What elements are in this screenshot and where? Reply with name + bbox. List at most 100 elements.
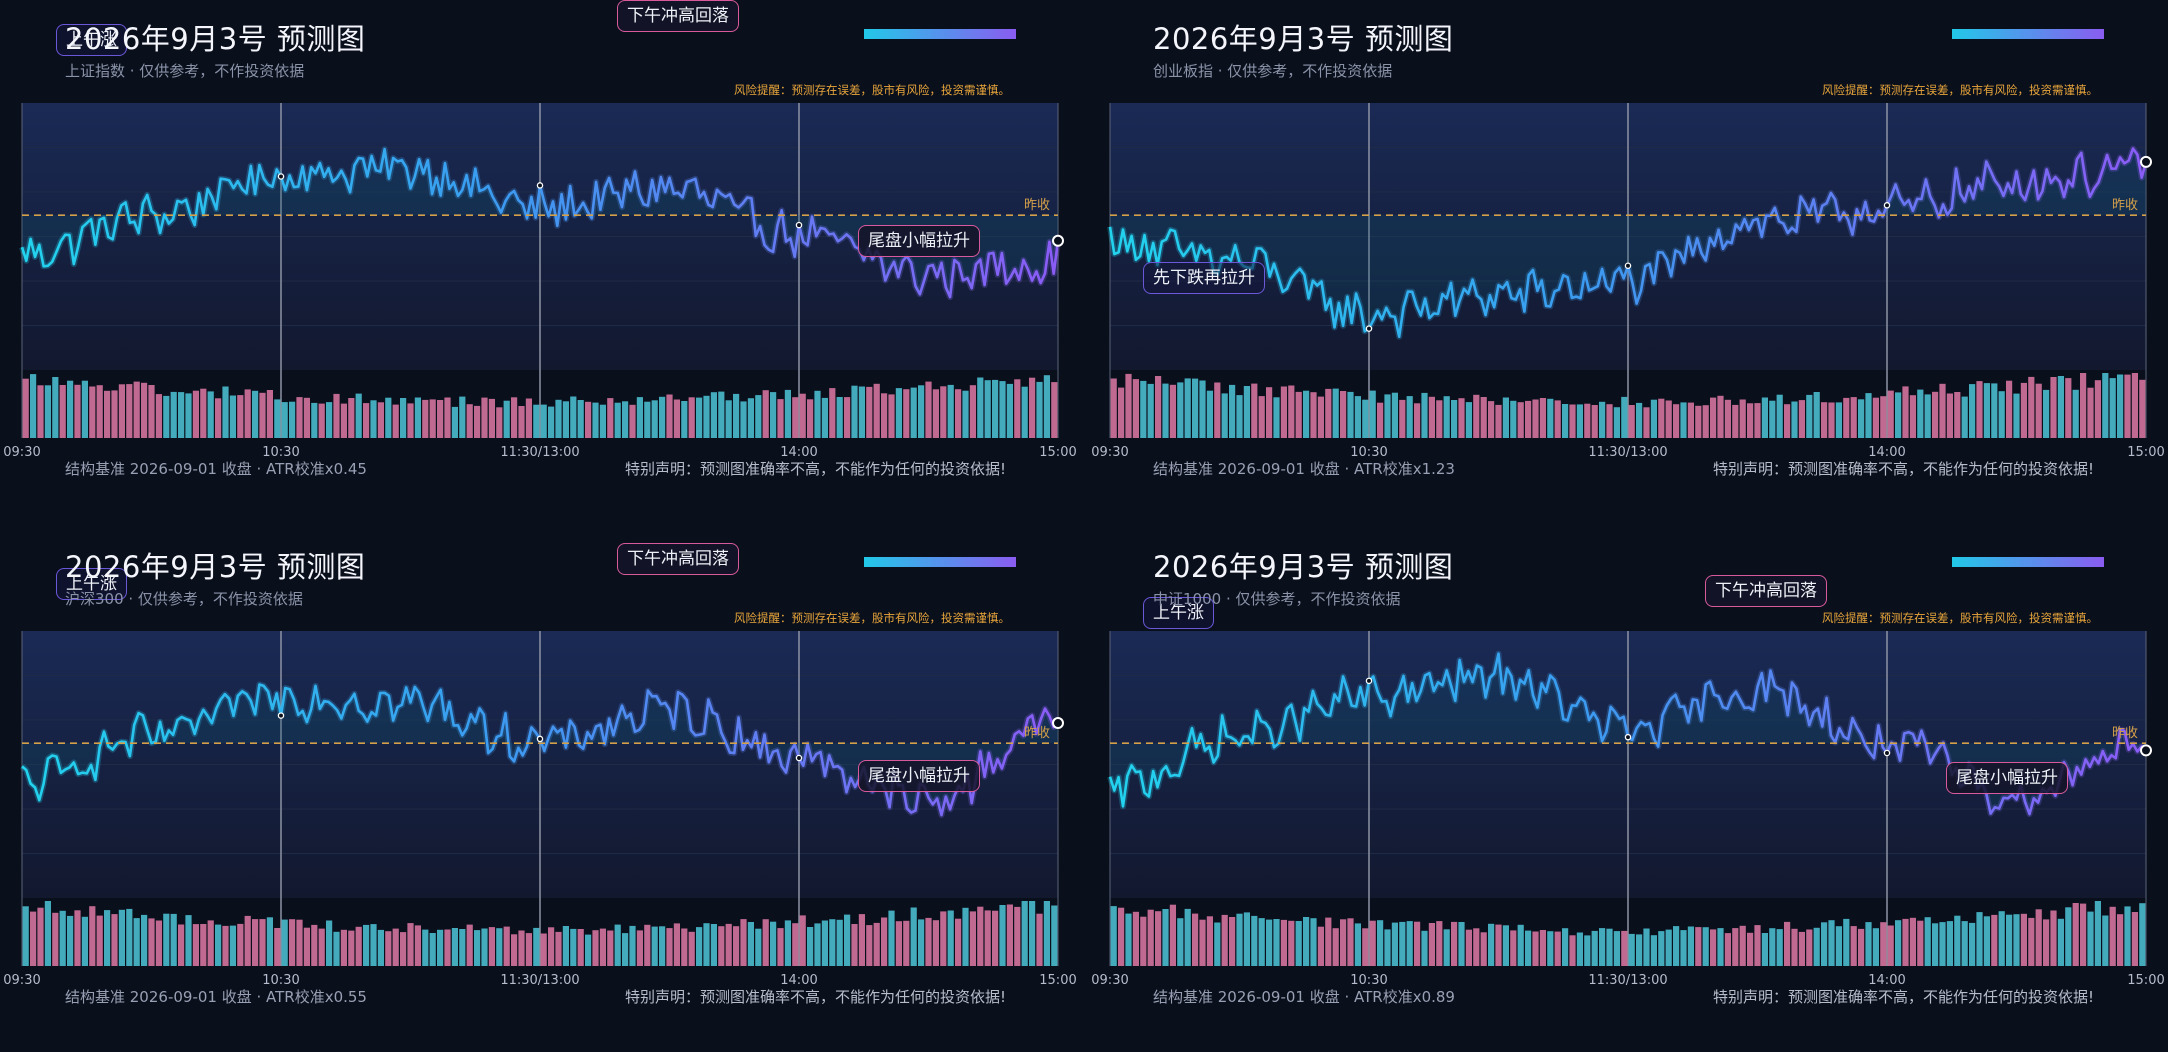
volume-bar bbox=[1317, 396, 1324, 438]
volume-bar bbox=[511, 397, 518, 438]
volume-bar bbox=[1177, 918, 1184, 966]
volume-bar bbox=[1014, 906, 1021, 966]
volume-bar bbox=[1406, 396, 1413, 438]
volume-bar bbox=[614, 924, 621, 966]
volume-bar bbox=[629, 925, 636, 966]
volume-bar bbox=[1473, 928, 1480, 966]
volume-bar bbox=[1850, 397, 1857, 438]
volume-bar bbox=[511, 934, 518, 966]
volume-bar bbox=[44, 385, 51, 438]
volume-bar bbox=[1236, 913, 1243, 966]
footer-disclaimer: 特别声明：预测图准确率不高，不能作为任何的投资依据! bbox=[624, 988, 1006, 1006]
volume-bar bbox=[1184, 908, 1191, 966]
volume-bar bbox=[1310, 392, 1317, 438]
volume-bar bbox=[777, 399, 784, 438]
volume-bar bbox=[474, 930, 481, 966]
volume-bar bbox=[799, 915, 806, 966]
corner-tag: 上午涨 bbox=[56, 568, 127, 600]
x-tick-label: 11:30/13:00 bbox=[500, 445, 579, 460]
volume-bar bbox=[992, 910, 999, 966]
volume-bar bbox=[1754, 403, 1761, 438]
volume-bar bbox=[207, 920, 214, 966]
volume-bar bbox=[696, 397, 703, 438]
volume-bar bbox=[1280, 919, 1287, 966]
key-point-marker bbox=[1624, 262, 1632, 269]
volume-bar bbox=[237, 395, 244, 438]
volume-bar bbox=[1917, 920, 1924, 966]
volume-bar bbox=[2006, 914, 2013, 966]
footer-basis: 结构基准 2026-09-01 收盘 · ATR校准x0.45 bbox=[65, 460, 367, 478]
x-tick-label: 11:30/13:00 bbox=[500, 973, 579, 988]
volume-bar bbox=[1724, 933, 1731, 966]
volume-bar bbox=[437, 929, 444, 966]
chart-title: 2026年9月3号 预测图 bbox=[1153, 22, 1454, 56]
prev-close-label: 昨收 bbox=[1024, 726, 1050, 741]
volume-bar bbox=[1243, 386, 1250, 438]
volume-bar bbox=[703, 923, 710, 966]
volume-bar bbox=[155, 394, 162, 438]
volume-bar bbox=[1665, 929, 1672, 966]
volume-bar bbox=[74, 910, 81, 966]
x-tick-label: 09:30 bbox=[1091, 445, 1128, 460]
volume-bar bbox=[762, 390, 769, 438]
volume-bar bbox=[1288, 385, 1295, 438]
volume-bar bbox=[429, 399, 436, 438]
x-tick-label: 15:00 bbox=[2127, 973, 2164, 988]
volume-bar bbox=[67, 915, 74, 966]
volume-bar bbox=[318, 403, 325, 438]
volume-bar bbox=[104, 910, 111, 966]
volume-bar bbox=[1613, 407, 1620, 438]
volume-bar bbox=[392, 404, 399, 438]
volume-bar bbox=[747, 922, 754, 966]
annotation-tag: 先下跌再拉升 bbox=[1143, 262, 1265, 294]
volume-bar bbox=[807, 399, 814, 438]
volume-bar bbox=[2065, 907, 2072, 966]
volume-bar bbox=[984, 380, 991, 438]
volume-bar bbox=[2080, 373, 2087, 438]
risk-note: 风险提醒：预测存在误差，股市有风险，投资需谨慎。 bbox=[1822, 611, 2098, 625]
volume-bar bbox=[37, 385, 44, 438]
footer-disclaimer: 特别声明：预测图准确率不高，不能作为任何的投资依据! bbox=[1712, 988, 2094, 1006]
volume-bar bbox=[814, 390, 821, 438]
volume-bar bbox=[836, 919, 843, 966]
volume-bar bbox=[348, 398, 355, 438]
volume-bar bbox=[562, 926, 569, 966]
volume-bar bbox=[333, 393, 340, 438]
chart-title: 2026年9月3号 预测图 bbox=[65, 22, 366, 56]
volume-bar bbox=[385, 397, 392, 438]
key-point-marker bbox=[1365, 677, 1373, 685]
volume-bar bbox=[940, 386, 947, 438]
volume-bar bbox=[1214, 922, 1221, 966]
volume-bar bbox=[363, 403, 370, 438]
volume-bar bbox=[2013, 393, 2020, 438]
volume-bar bbox=[999, 381, 1006, 438]
footer-basis: 结构基准 2026-09-01 收盘 · ATR校准x0.55 bbox=[65, 988, 367, 1006]
volume-bar bbox=[1251, 915, 1258, 966]
x-tick-label: 15:00 bbox=[1039, 973, 1076, 988]
volume-bar bbox=[1576, 932, 1583, 966]
x-tick-label: 10:30 bbox=[262, 973, 299, 988]
volume-bar bbox=[2087, 911, 2094, 966]
volume-bar bbox=[2102, 915, 2109, 966]
volume-bar bbox=[303, 927, 310, 966]
volume-bar bbox=[496, 407, 503, 438]
volume-bar bbox=[2087, 387, 2094, 438]
volume-bar bbox=[585, 934, 592, 966]
key-point-marker bbox=[277, 712, 285, 719]
volume-bar bbox=[1391, 922, 1398, 966]
volume-bar bbox=[829, 388, 836, 438]
risk-note: 风险提醒：预测存在误差，股市有风险，投资需谨慎。 bbox=[734, 83, 1010, 97]
volume-bar bbox=[1872, 928, 1879, 966]
volume-bar bbox=[844, 397, 851, 438]
volume-bar bbox=[888, 394, 895, 438]
volume-bar bbox=[1932, 391, 1939, 438]
volume-bar bbox=[659, 396, 666, 438]
volume-bar bbox=[370, 924, 377, 966]
end-point-marker bbox=[1052, 717, 1064, 730]
volume-bar bbox=[873, 383, 880, 438]
volume-bar bbox=[570, 928, 577, 966]
volume-bar bbox=[932, 920, 939, 966]
volume-bar bbox=[585, 401, 592, 438]
volume-bar bbox=[1125, 373, 1132, 438]
volume-bar bbox=[1132, 911, 1139, 966]
